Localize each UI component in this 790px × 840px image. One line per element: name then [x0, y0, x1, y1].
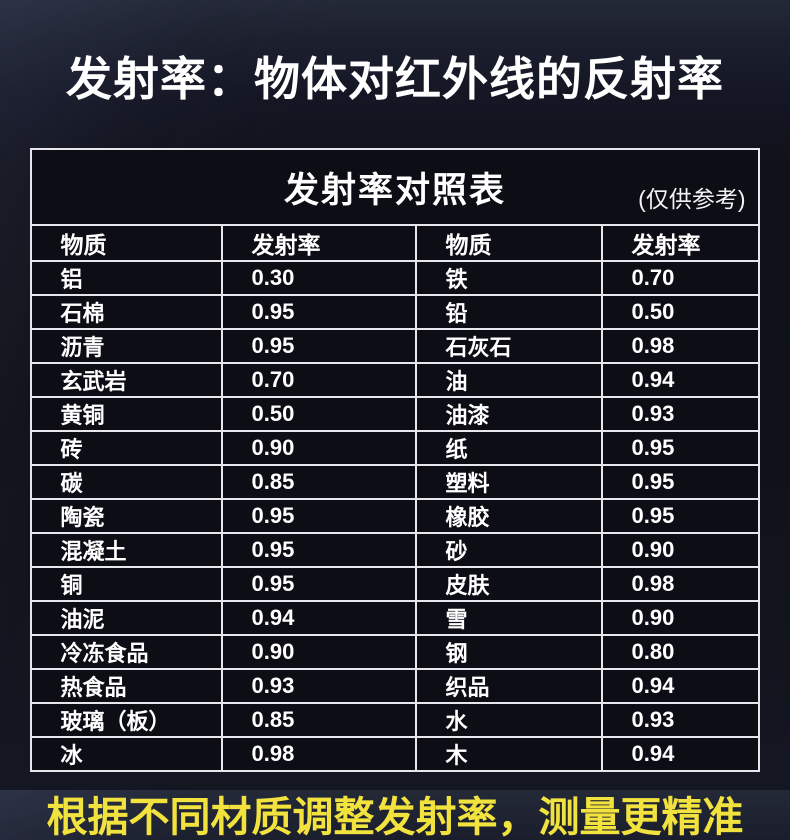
emissivity-cell: 0.95 [221, 498, 418, 534]
material-cell: 塑料 [415, 464, 604, 500]
emissivity-cell: 0.94 [601, 362, 760, 398]
emissivity-cell: 0.95 [601, 430, 760, 466]
emissivity-cell: 0.98 [601, 328, 760, 364]
emissivity-cell: 0.93 [601, 396, 760, 432]
emissivity-table: 发射率对照表 (仅供参考) 物质 发射率 物质 发射率 铝 0.30 铁 0.70 石棉… [30, 148, 760, 772]
emissivity-cell: 0.30 [221, 260, 418, 296]
table-row: 混凝土 0.95 砂 0.90 [30, 532, 760, 568]
emissivity-cell: 0.95 [221, 294, 418, 330]
emissivity-cell: 0.95 [221, 566, 418, 602]
table-reference-note: (仅供参考) [638, 186, 746, 212]
material-cell: 砖 [30, 430, 224, 466]
emissivity-cell: 0.90 [601, 532, 760, 568]
emissivity-cell: 0.90 [221, 430, 418, 466]
material-cell: 陶瓷 [30, 498, 224, 534]
material-cell: 油 [415, 362, 604, 398]
material-cell: 油漆 [415, 396, 604, 432]
emissivity-cell: 0.94 [601, 668, 760, 704]
footer-slogan: 根据不同材质调整发射率，测量更精准 [46, 794, 744, 840]
emissivity-cell: 0.50 [221, 396, 418, 432]
table-title: 发射率对照表 [283, 170, 506, 210]
material-cell: 雪 [415, 600, 604, 636]
material-cell: 橡胶 [415, 498, 604, 534]
material-cell: 铅 [415, 294, 604, 330]
material-cell: 砂 [415, 532, 604, 568]
table-body: 铝 0.30 铁 0.70 石棉 0.95 铅 0.50 沥青 0.95 石灰石 0.98 玄武岩 0.7… [30, 260, 760, 772]
header-emissivity-1: 发射率 [221, 224, 418, 262]
material-cell: 石棉 [30, 294, 224, 330]
table-row: 石棉 0.95 铅 0.50 [30, 294, 760, 330]
material-cell: 冰 [30, 736, 224, 772]
material-cell: 铜 [30, 566, 224, 602]
material-cell: 混凝土 [30, 532, 224, 568]
emissivity-cell: 0.50 [601, 294, 760, 330]
material-cell: 水 [415, 702, 604, 738]
table-row: 砖 0.90 纸 0.95 [30, 430, 760, 466]
emissivity-cell: 0.93 [601, 702, 760, 738]
material-cell: 碳 [30, 464, 224, 500]
material-cell: 石灰石 [415, 328, 604, 364]
header-material-1: 物质 [30, 224, 224, 262]
table-row: 冷冻食品 0.90 钢 0.80 [30, 634, 760, 670]
material-cell: 玄武岩 [30, 362, 224, 398]
emissivity-cell: 0.95 [601, 498, 760, 534]
table-row: 铜 0.95 皮肤 0.98 [30, 566, 760, 602]
emissivity-cell: 0.98 [601, 566, 760, 602]
emissivity-cell: 0.80 [601, 634, 760, 670]
emissivity-cell: 0.90 [601, 600, 760, 636]
emissivity-cell: 0.85 [221, 702, 418, 738]
emissivity-cell: 0.95 [601, 464, 760, 500]
material-cell: 冷冻食品 [30, 634, 224, 670]
emissivity-cell: 0.90 [221, 634, 418, 670]
emissivity-cell: 0.85 [221, 464, 418, 500]
emissivity-cell: 0.95 [221, 328, 418, 364]
table-row: 铝 0.30 铁 0.70 [30, 260, 760, 296]
emissivity-cell: 0.94 [601, 736, 760, 772]
emissivity-cell: 0.93 [221, 668, 418, 704]
emissivity-cell: 0.95 [221, 532, 418, 568]
material-cell: 热食品 [30, 668, 224, 704]
table-title-cell: 发射率对照表 (仅供参考) [30, 148, 760, 226]
material-cell: 铁 [415, 260, 604, 296]
material-cell: 黄铜 [30, 396, 224, 432]
material-cell: 沥青 [30, 328, 224, 364]
header-material-2: 物质 [415, 224, 604, 262]
material-cell: 织品 [415, 668, 604, 704]
table-row: 陶瓷 0.95 橡胶 0.95 [30, 498, 760, 534]
table-row: 冰 0.98 木 0.94 [30, 736, 760, 772]
header-emissivity-2: 发射率 [601, 224, 760, 262]
page-title: 发射率：物体对红外线的反射率 [66, 53, 724, 105]
table-row: 油泥 0.94 雪 0.90 [30, 600, 760, 636]
emissivity-cell: 0.98 [221, 736, 418, 772]
table-row: 玄武岩 0.70 油 0.94 [30, 362, 760, 398]
material-cell: 玻璃（板） [30, 702, 224, 738]
material-cell: 油泥 [30, 600, 224, 636]
table-row: 热食品 0.93 织品 0.94 [30, 668, 760, 704]
emissivity-cell: 0.94 [221, 600, 418, 636]
material-cell: 铝 [30, 260, 224, 296]
material-cell: 钢 [415, 634, 604, 670]
table-row: 碳 0.85 塑料 0.95 [30, 464, 760, 500]
material-cell: 皮肤 [415, 566, 604, 602]
material-cell: 纸 [415, 430, 604, 466]
table-row: 黄铜 0.50 油漆 0.93 [30, 396, 760, 432]
emissivity-cell: 0.70 [221, 362, 418, 398]
emissivity-cell: 0.70 [601, 260, 760, 296]
material-cell: 木 [415, 736, 604, 772]
table-row: 沥青 0.95 石灰石 0.98 [30, 328, 760, 364]
table-header-row: 物质 发射率 物质 发射率 [30, 224, 760, 262]
table-row: 玻璃（板） 0.85 水 0.93 [30, 702, 760, 738]
table-title-row: 发射率对照表 (仅供参考) [30, 148, 760, 226]
